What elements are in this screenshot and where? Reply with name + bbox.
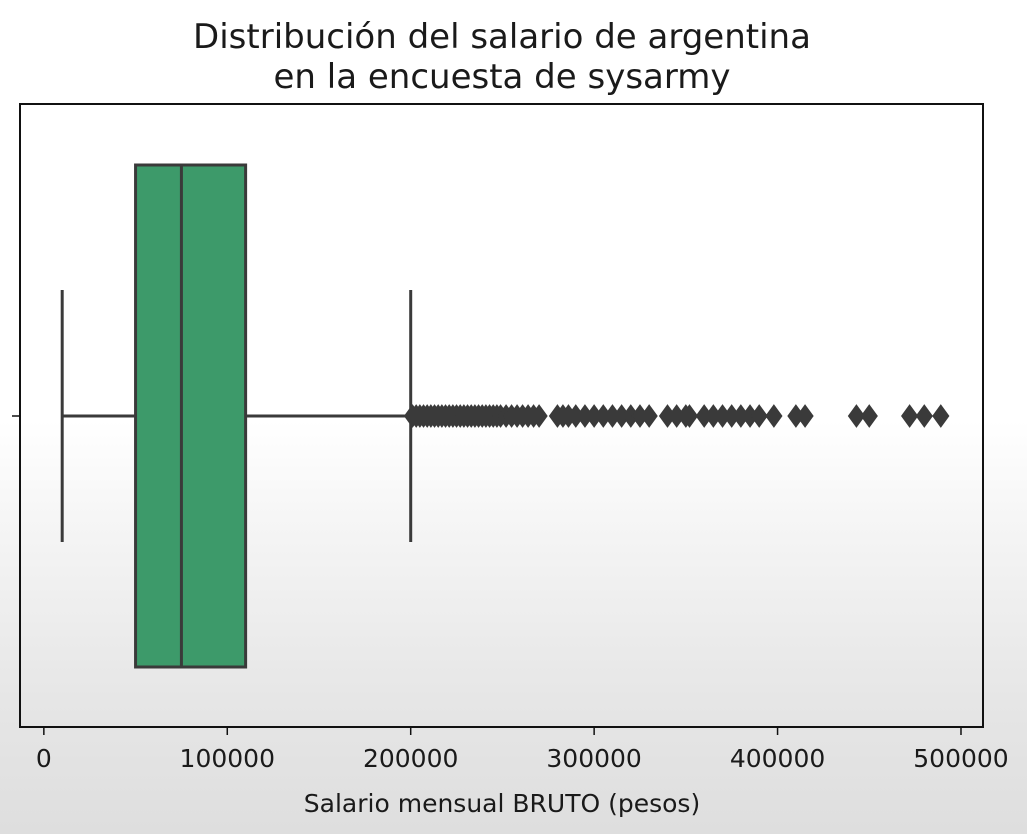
outlier-point — [901, 404, 919, 428]
outlier-point — [750, 404, 768, 428]
x-axis-label: Salario mensual BRUTO (pesos) — [304, 789, 700, 818]
chart-title-line-2: en la encuesta de sysarmy — [274, 57, 731, 97]
x-tick-label: 0 — [36, 744, 52, 773]
x-tick-label: 100000 — [180, 744, 275, 773]
outlier-point — [796, 404, 814, 428]
outlier-point — [530, 404, 548, 428]
outlier-markers — [403, 404, 950, 428]
outlier-point — [860, 404, 878, 428]
x-tick-label: 200000 — [363, 744, 458, 773]
x-tick-label: 400000 — [730, 744, 825, 773]
box-plot — [60, 163, 413, 669]
outlier-point — [765, 404, 783, 428]
outlier-point — [640, 404, 658, 428]
x-axis-ticks: 0 100000 200000 300000 400000 500000 — [36, 727, 1009, 773]
outlier-point — [847, 404, 866, 428]
outlier-point — [915, 404, 933, 428]
chart-title-line-1: Distribución del salario de argentina — [193, 17, 811, 57]
outlier-point — [932, 404, 950, 428]
outlier-point — [680, 404, 699, 428]
x-tick-label: 300000 — [546, 744, 641, 773]
iqr-box — [134, 163, 248, 669]
x-tick-label: 500000 — [913, 744, 1008, 773]
